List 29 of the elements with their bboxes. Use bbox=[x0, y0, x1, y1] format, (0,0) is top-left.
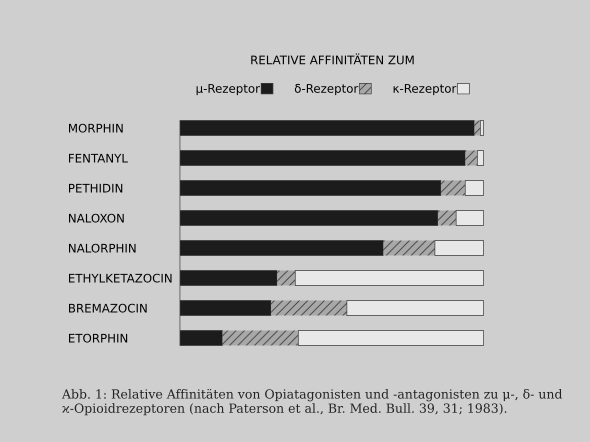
y-tick-label: NALOXON bbox=[69, 214, 124, 223]
y-tick-label: FENTANYL bbox=[69, 154, 128, 162]
bar bbox=[440, 180, 466, 196]
bar bbox=[477, 150, 484, 166]
bar bbox=[464, 180, 484, 196]
bar bbox=[298, 330, 484, 346]
y-tick-label: BREMAZOCIN bbox=[69, 304, 147, 313]
bar bbox=[434, 240, 484, 256]
bar bbox=[474, 120, 480, 136]
bar bbox=[271, 300, 347, 316]
caption: Abb. 1: Relative Affinitäten von Opiatagonisten und -antagonisten zu μ-, δ- und ϰ-Opioidrezeptoren (nach Paterson et al., Br. Med. Bull. 39, 31; 1983). bbox=[62, 388, 562, 416]
y-tick-label: ETORPHIN bbox=[69, 334, 128, 343]
bar bbox=[438, 210, 456, 226]
legend-title: RELATIVE AFFINITÄTEN ZUM bbox=[251, 53, 414, 64]
bar bbox=[465, 150, 478, 166]
y-tick-label: ETHYLKETAZOCIN bbox=[69, 274, 172, 283]
legend-label: δ-Rezeptor bbox=[294, 84, 358, 96]
y-tick-label: MORPHIN bbox=[69, 124, 123, 133]
bar bbox=[277, 270, 296, 286]
y-tick-label: NALORPHIN bbox=[69, 244, 136, 253]
bar bbox=[346, 300, 484, 316]
y-tick-label: PETHIDIN bbox=[69, 184, 122, 192]
bar bbox=[480, 120, 484, 136]
bar bbox=[383, 240, 435, 256]
legend-label: κ-Rezeptor bbox=[394, 84, 456, 96]
bar bbox=[456, 210, 484, 226]
legend-label: μ-Rezeptor bbox=[196, 84, 260, 96]
bar bbox=[222, 330, 298, 346]
bar bbox=[294, 270, 484, 286]
